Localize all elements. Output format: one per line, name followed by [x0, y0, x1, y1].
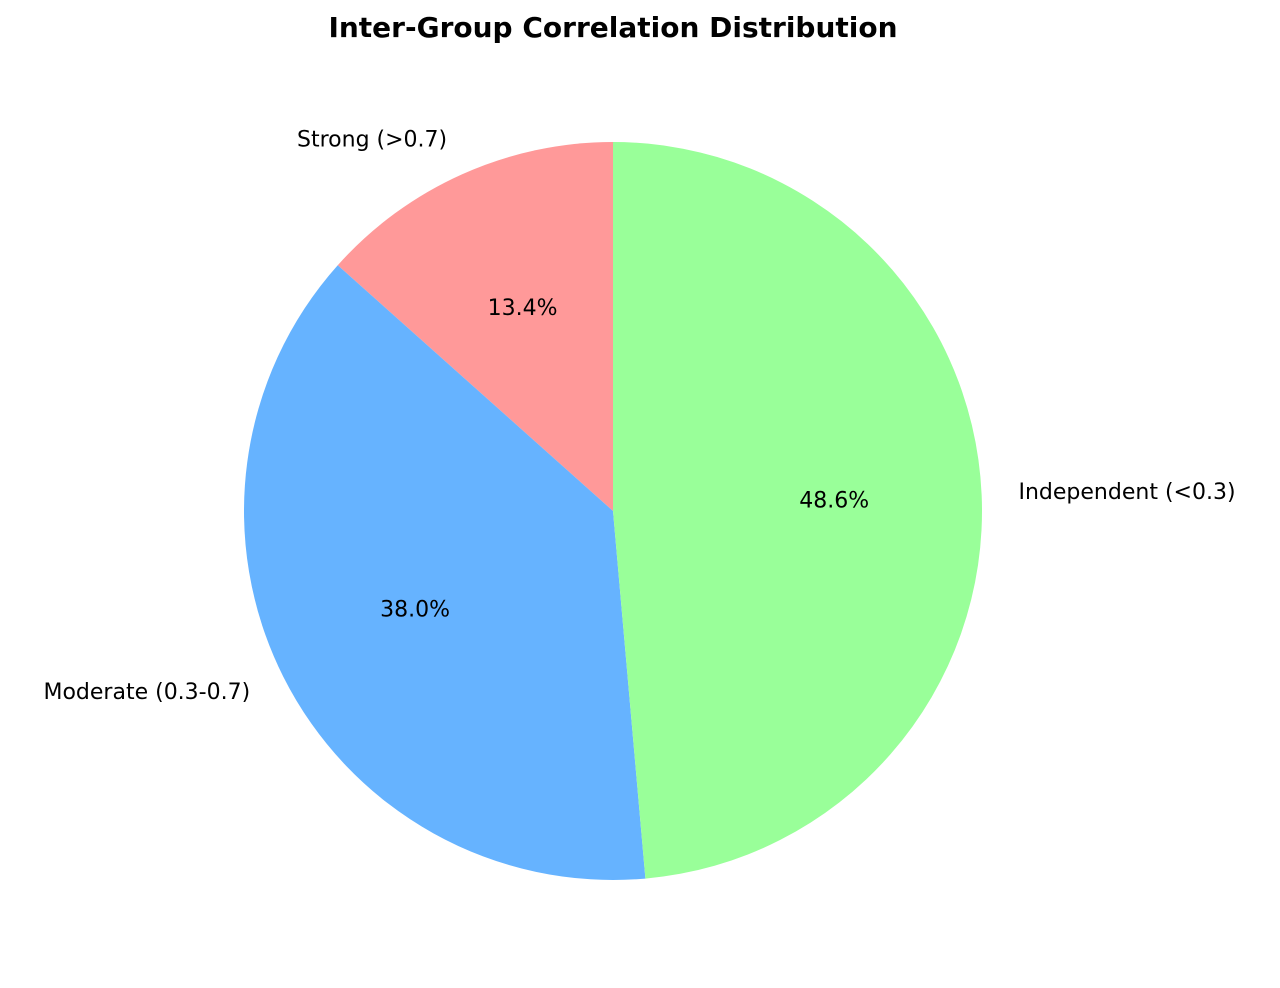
slice-label: Independent (<0.3) [1019, 480, 1236, 505]
slice-label: Moderate (0.3-0.7) [43, 680, 250, 705]
pie-slice [243, 265, 646, 881]
pie-slice [613, 141, 983, 879]
slice-label: Strong (>0.7) [297, 128, 447, 153]
slice-percent-label: 48.6% [799, 488, 869, 513]
pie-slices [243, 141, 983, 881]
slice-percent-label: 13.4% [488, 296, 558, 321]
slice-percent-label: 38.0% [380, 597, 450, 622]
pie-labels: Strong (>0.7) 13.4% Moderate (0.3-0.7) 38.0… [43, 128, 1235, 705]
chart-title: Inter-Group Correlation Distribution [328, 11, 897, 44]
pie-slice [337, 142, 613, 511]
